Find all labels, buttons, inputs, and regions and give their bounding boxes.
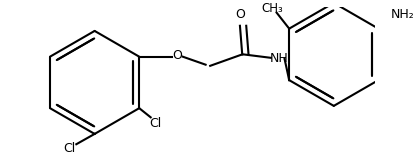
Text: Cl: Cl — [63, 142, 75, 155]
Text: CH₃: CH₃ — [261, 2, 283, 15]
Text: O: O — [172, 49, 182, 62]
Text: NH: NH — [269, 52, 288, 65]
Text: O: O — [235, 8, 245, 21]
Text: NH₂: NH₂ — [391, 8, 414, 21]
Text: Cl: Cl — [149, 117, 161, 130]
